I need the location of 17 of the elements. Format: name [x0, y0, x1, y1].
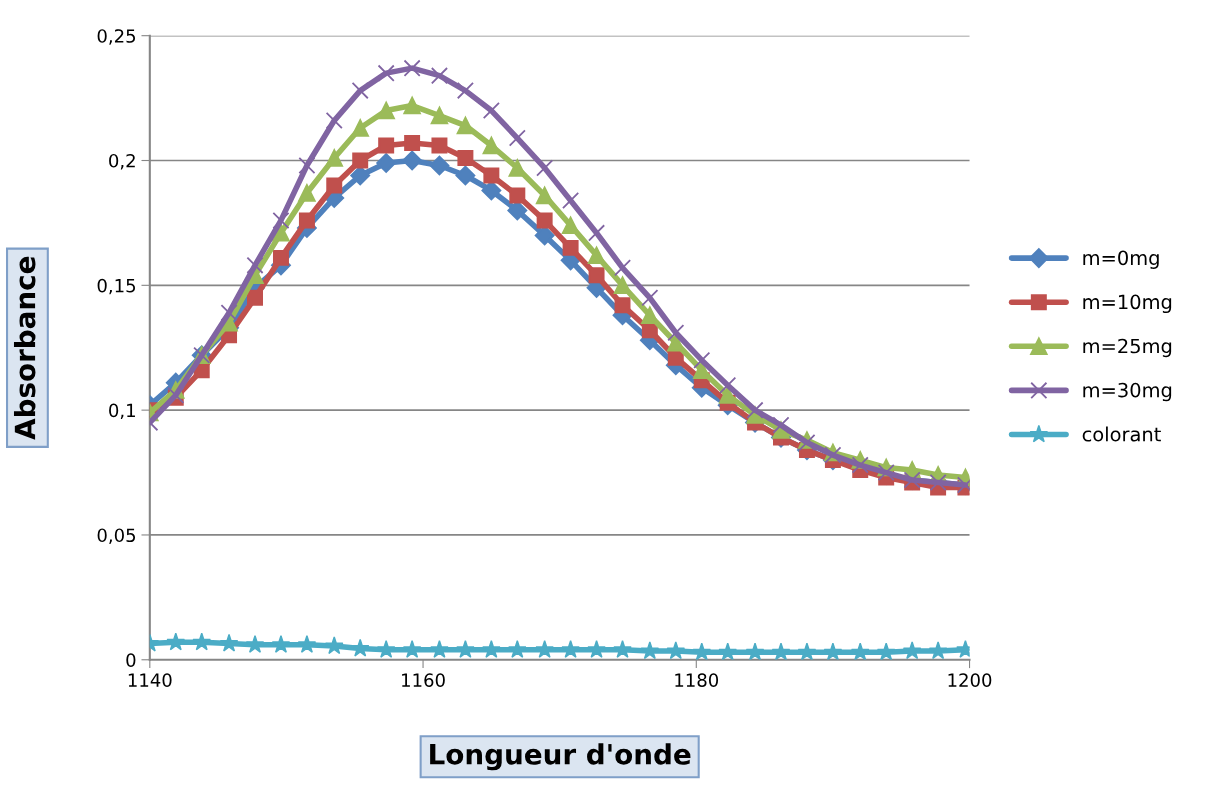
- legend-label: m=10mg: [1083, 294, 1172, 314]
- legend-label: m=30mg: [1083, 382, 1172, 402]
- x-tick-label: 1180: [675, 673, 719, 687]
- x-tick-label: 1160: [402, 673, 445, 687]
- legend-label: m=0mg: [1083, 250, 1159, 269]
- y-axis-title: Absorbance: [13, 256, 36, 440]
- y-tick-label: 0,2: [109, 153, 135, 170]
- y-tick-label: 0,1: [109, 403, 135, 420]
- x-tick-label: 1140: [128, 673, 172, 687]
- y-tick-label: 0,05: [97, 528, 136, 544]
- x-axis-title: Longueur d'onde: [430, 743, 691, 771]
- y-tick-label: 0,15: [97, 278, 136, 295]
- y-tick-label: 0,25: [97, 29, 136, 45]
- x-tick-label: 1200: [948, 673, 992, 687]
- y-tick-label: 0: [126, 653, 136, 667]
- legend-label: m=25mg: [1083, 338, 1172, 358]
- legend-label: colorant: [1082, 426, 1161, 442]
